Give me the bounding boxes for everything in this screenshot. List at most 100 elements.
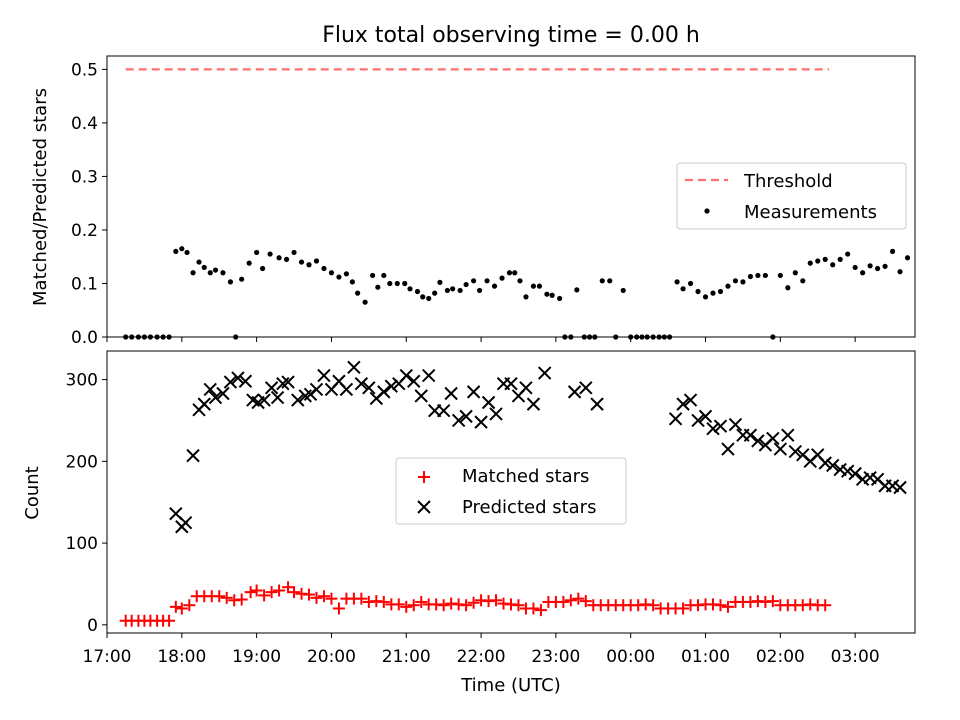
predicted-marker-b	[825, 458, 840, 473]
predicted-marker-b	[728, 417, 743, 432]
matched-star-point	[467, 596, 480, 609]
x-tick-label: 03:00	[831, 647, 880, 667]
predicted-marker-b	[489, 407, 503, 421]
measurement-point	[792, 270, 798, 276]
predicted-marker-b	[186, 448, 200, 463]
matched-star-point	[557, 595, 570, 608]
predicted-marker-b	[264, 381, 279, 395]
bottom-y-tick-label: 300	[66, 371, 98, 391]
predicted-marker-b	[203, 382, 217, 397]
measurement-point	[710, 290, 716, 296]
measurement-point	[815, 258, 821, 264]
predicted-star-point	[825, 458, 840, 473]
measurement-point	[179, 246, 185, 252]
measurement-point	[283, 256, 290, 262]
predicted-marker-b	[362, 381, 376, 395]
predicted-marker-b	[870, 472, 885, 487]
measurement-point	[196, 259, 202, 265]
top-chart-title: Flux total observing time = 0.00 h	[322, 23, 700, 48]
measurement-point	[220, 270, 226, 276]
legend-matched-swatch	[418, 471, 430, 483]
measurement-point	[702, 294, 709, 300]
predicted-marker-b	[811, 448, 825, 462]
measurement-point	[343, 271, 350, 277]
measurement-point	[674, 279, 680, 285]
measurement-point	[574, 287, 580, 293]
top-legend-box	[676, 162, 907, 230]
measurement-point	[607, 278, 613, 284]
matched-star-point	[273, 584, 286, 597]
predicted-star-point	[706, 421, 720, 436]
predicted-star-point	[291, 393, 305, 407]
top-legend: Threshold Measurements	[676, 162, 907, 230]
measurement-point	[291, 249, 297, 256]
predicted-star-point	[504, 376, 518, 391]
measurement-point	[450, 286, 456, 292]
measurement-point	[897, 269, 903, 275]
measurement-point	[457, 287, 463, 294]
predicted-marker-b	[474, 415, 488, 429]
predicted-marker-b	[481, 395, 496, 410]
measurement-point	[246, 260, 252, 266]
measurement-point	[874, 265, 881, 272]
bottom-series-layer	[119, 360, 907, 627]
matched-star-point	[265, 586, 278, 599]
legend-measurements-label: Measurements	[744, 202, 877, 223]
predicted-marker-b	[773, 442, 788, 456]
predicted-star-point	[848, 466, 862, 481]
measurement-point	[375, 284, 381, 290]
measurement-point	[852, 264, 858, 271]
measurement-point	[254, 249, 260, 256]
measurement-point	[420, 294, 426, 300]
predicted-star-point	[309, 382, 324, 397]
predicted-star-point	[231, 371, 245, 385]
measurement-point	[267, 251, 273, 257]
predicted-marker-b	[451, 413, 466, 428]
predicted-marker-b	[683, 393, 698, 407]
predicted-marker-b	[347, 360, 361, 375]
predicted-marker-b	[818, 456, 832, 470]
matched-star-point	[258, 589, 271, 602]
measurement-point	[276, 255, 282, 261]
top-panel: 0.0 0.1 0.2 0.3 0.4 0.5 Matched/Predicted sta…	[30, 55, 916, 348]
matched-star-point	[175, 602, 188, 615]
measurement-point	[260, 265, 266, 272]
measurement-point	[889, 248, 896, 254]
matched-star-point	[437, 599, 450, 612]
top-y-tick-label: 0.4	[71, 114, 98, 134]
measurement-point	[882, 263, 888, 269]
predicted-marker-b	[840, 464, 855, 478]
top-x-ticks	[106, 337, 856, 342]
measurement-point	[867, 263, 873, 269]
predicted-marker-b	[459, 409, 473, 424]
bottom-plot-frame	[106, 350, 916, 634]
predicted-star-point	[407, 374, 421, 388]
bottom-legend-box	[395, 457, 627, 525]
matched-star-point	[415, 595, 428, 608]
predicted-marker-b	[444, 386, 458, 401]
matched-star-point	[332, 602, 345, 615]
measurement-point	[407, 286, 413, 292]
bottom-y-axis-label: Count	[22, 466, 43, 519]
measurement-point	[437, 279, 443, 286]
measurement-point	[381, 272, 387, 279]
predicted-star-point	[567, 385, 582, 399]
x-axis-label: Time (UTC)	[460, 675, 561, 696]
measurement-point	[830, 262, 836, 268]
predicted-marker-b	[526, 397, 541, 411]
predicted-marker-b	[766, 431, 780, 446]
matched-star-point	[677, 602, 690, 615]
predicted-star-point	[519, 381, 533, 395]
predicted-marker-b	[706, 421, 720, 436]
measurement-point	[523, 294, 529, 300]
predicted-marker-b	[291, 393, 305, 407]
predicted-star-point	[238, 374, 253, 388]
measurement-point	[321, 265, 327, 272]
predicted-star-point	[526, 397, 541, 411]
predicted-marker-b	[579, 381, 593, 395]
measurement-point	[313, 258, 320, 264]
measurement-point	[506, 270, 513, 276]
measurement-point	[470, 278, 477, 284]
predicted-star-point	[676, 397, 690, 411]
